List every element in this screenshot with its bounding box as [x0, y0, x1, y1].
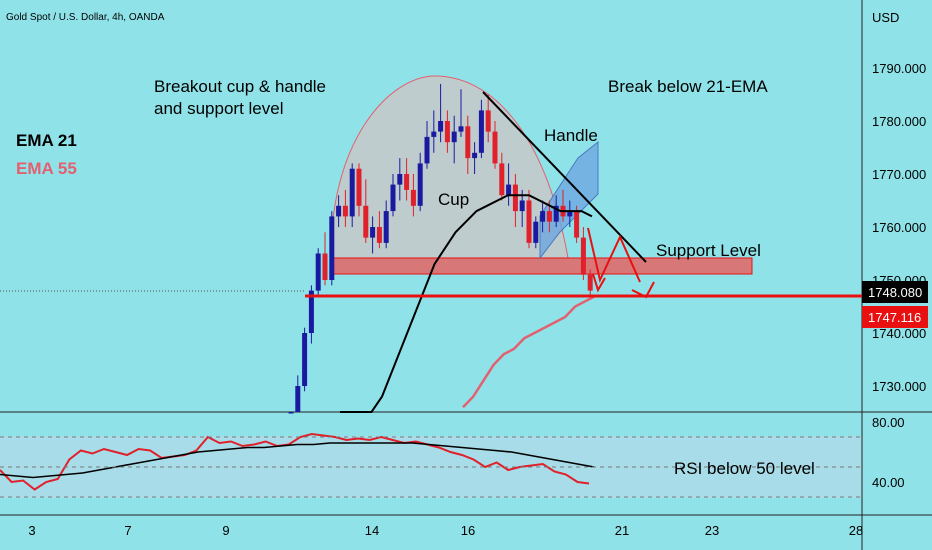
rsi-line: [0, 432, 590, 491]
candle-body: [322, 253, 328, 280]
x-tick-label: 21: [615, 523, 629, 538]
candle-body: [302, 333, 308, 386]
annotation-cup: Cup: [438, 190, 469, 209]
x-tick-label: 28: [849, 523, 863, 538]
candle-body: [458, 126, 464, 132]
candle-body: [417, 163, 423, 206]
candle-body: [512, 184, 518, 212]
candle-body: [553, 205, 559, 222]
y-tick-label: 1740.000: [872, 326, 926, 341]
rsi-y-tick-label: 80.00: [872, 415, 905, 430]
candle-body: [288, 412, 294, 414]
y-tick-label: 1730.000: [872, 379, 926, 394]
y-tick-label: 1790.000: [872, 61, 926, 76]
ema55-line: [462, 294, 597, 409]
candle-body: [533, 221, 539, 243]
y-tick-label: 1770.000: [872, 167, 926, 182]
candle-body: [308, 290, 314, 333]
candle-body: [370, 227, 376, 238]
candle-body: [363, 205, 369, 238]
projection-arrow: [631, 281, 655, 299]
cup-shape: [330, 75, 569, 259]
candle-body: [472, 152, 478, 159]
y-tick-label: 1760.000: [872, 220, 926, 235]
legend-ema21: EMA 21: [16, 131, 77, 150]
candle-body: [376, 227, 382, 243]
chart-title: Gold Spot / U.S. Dollar, 4h, OANDA: [6, 12, 165, 23]
candle-body: [342, 205, 348, 217]
candle-body: [499, 163, 505, 196]
handle-channel: [539, 140, 599, 260]
candle-body: [519, 200, 525, 212]
ema-price-value: 1747.116: [868, 310, 921, 325]
candle-body: [506, 184, 512, 196]
projection-zigzag: [587, 227, 641, 284]
candle-body: [356, 168, 362, 206]
currency-label: USD: [872, 10, 899, 25]
candle-body: [329, 216, 335, 280]
annotation-break-ema: Break below 21-EMA: [608, 77, 768, 96]
x-tick-label: 9: [222, 523, 229, 538]
rsi-y-tick-label: 40.00: [872, 475, 905, 490]
annotation-support: Support Level: [656, 241, 761, 260]
candle-body: [410, 189, 416, 206]
x-tick-label: 7: [124, 523, 131, 538]
x-tick-label: 3: [28, 523, 35, 538]
last-price-value: 1748.080: [868, 285, 922, 300]
candle-body: [424, 136, 430, 164]
candle-body: [574, 211, 580, 238]
annotation-breakout-1: Breakout cup & handle: [154, 77, 326, 96]
annotation-breakout-2: and support level: [154, 99, 283, 118]
candle-body: [404, 174, 410, 190]
annotation-rsi: RSI below 50 level: [674, 459, 815, 478]
x-tick-label: 14: [365, 523, 379, 538]
candle-body: [397, 174, 403, 185]
rsi-ma-line: [0, 442, 595, 479]
candle-body: [478, 110, 484, 153]
candle-body: [485, 110, 491, 132]
support-zone: [329, 257, 753, 275]
candle-body: [336, 205, 342, 217]
candle-body: [431, 131, 437, 137]
ema-price-badge: [862, 306, 928, 328]
candle-body: [465, 126, 471, 159]
candle-body: [383, 211, 389, 243]
resistance-trendline: [482, 91, 647, 263]
candle-body: [295, 386, 301, 412]
y-tick-label: 1780.000: [872, 114, 926, 129]
legend-ema55: EMA 55: [16, 159, 77, 178]
candle-body: [451, 131, 457, 143]
projection-arrow-first: [592, 273, 606, 293]
candle-body: [587, 274, 593, 291]
last-price-badge: [862, 281, 928, 303]
candle-body: [526, 200, 532, 243]
candle-body: [580, 237, 586, 275]
ema21-line: [340, 194, 593, 413]
x-tick-label: 23: [705, 523, 719, 538]
candle-body: [349, 168, 355, 217]
candle-body: [315, 253, 321, 291]
candle-body: [444, 121, 450, 143]
x-tick-label: 16: [461, 523, 475, 538]
candle-body: [492, 131, 498, 164]
candle-body: [390, 184, 396, 212]
candle-body: [546, 211, 552, 222]
annotation-handle: Handle: [544, 126, 598, 145]
candle-body: [540, 211, 546, 222]
candle-body: [567, 211, 573, 217]
candle-body: [438, 121, 444, 132]
